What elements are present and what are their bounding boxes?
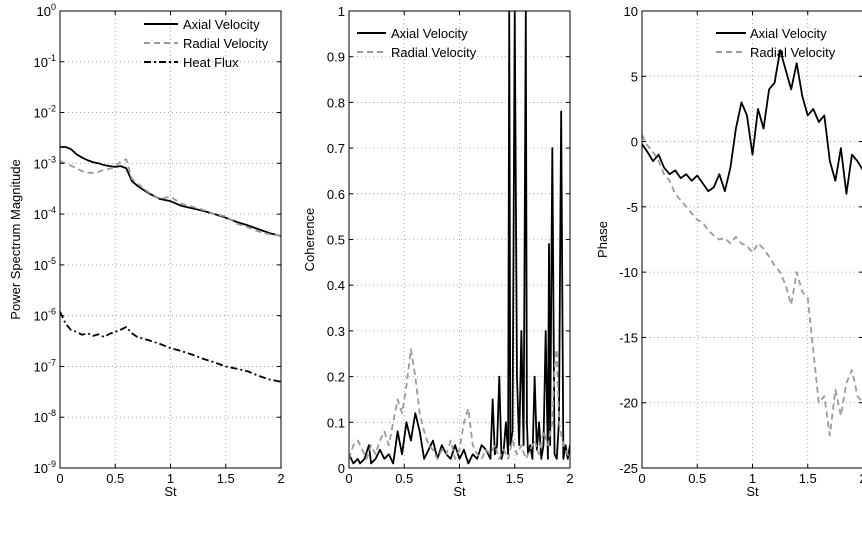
y-tick-label: 0.1 xyxy=(327,415,345,430)
y-tick-label: 10-9 xyxy=(34,459,56,476)
series-group xyxy=(642,49,862,437)
y-tick-exponent: 0 xyxy=(51,2,56,12)
y-tick-exponent: -9 xyxy=(48,459,56,469)
y-tick-label: -5 xyxy=(626,200,638,215)
y-tick-label: 10-1 xyxy=(34,53,56,70)
y-axis-label: Power Spectrum Magnitude xyxy=(8,159,23,319)
series-line-2 xyxy=(60,311,281,383)
series-line-1 xyxy=(642,134,862,437)
y-tick-base: 10 xyxy=(34,207,48,222)
legend-label: Radial Velocity xyxy=(391,45,477,60)
y-tick-label: 10 xyxy=(624,4,638,19)
y-tick-label: 0.9 xyxy=(327,50,345,65)
y-tick-exponent: -1 xyxy=(48,53,56,63)
power-spectrum-panel: 0 0.5 1 1.5 210-910-810-710-610-510-410-310-… xyxy=(8,2,285,499)
y-tick-label: 0.4 xyxy=(327,278,345,293)
y-axis-label: Coherence xyxy=(302,208,317,272)
y-tick-label: 1 xyxy=(338,4,345,19)
legend-label: Axial Velocity xyxy=(750,26,827,41)
y-tick-exponent: -4 xyxy=(48,205,56,215)
y-tick-exponent: -3 xyxy=(48,154,56,164)
x-tick-label: 2 xyxy=(566,471,573,486)
x-tick-label: 1.5 xyxy=(799,471,817,486)
y-tick-base: 10 xyxy=(34,309,48,324)
y-tick-base: 10 xyxy=(34,258,48,273)
series-line-0 xyxy=(642,49,862,195)
y-tick-label: -25 xyxy=(619,461,638,476)
legend-label: Heat Flux xyxy=(183,55,239,70)
x-tick-label: 1 xyxy=(456,471,463,486)
y-tick-label: 0.7 xyxy=(327,141,345,156)
x-tick-label: 1 xyxy=(749,471,756,486)
series-group xyxy=(60,146,281,383)
y-tick-label: 0.3 xyxy=(327,324,345,339)
y-tick-label: -15 xyxy=(619,330,638,345)
x-tick-label: 2 xyxy=(277,471,284,486)
x-tick-label: 1 xyxy=(167,471,174,486)
series-line-0 xyxy=(349,11,570,465)
y-tick-base: 10 xyxy=(34,156,48,171)
x-tick-label: 2 xyxy=(859,471,862,486)
y-tick-exponent: -2 xyxy=(48,104,56,114)
y-tick-label: 10-2 xyxy=(34,104,56,121)
x-axis-label: St xyxy=(746,484,759,499)
legend-label: Axial Velocity xyxy=(391,26,468,41)
y-tick-label: 100 xyxy=(37,2,56,19)
legend-label: Axial Velocity xyxy=(183,17,260,32)
y-tick-base: 10 xyxy=(37,4,51,19)
legend-label: Radial Velocity xyxy=(750,45,836,60)
legend-label: Radial Velocity xyxy=(183,36,269,51)
y-tick-label: 10-6 xyxy=(34,307,56,324)
y-tick-label: 0 xyxy=(631,135,638,150)
y-tick-exponent: -6 xyxy=(48,307,56,317)
x-tick-label: 0 xyxy=(345,471,352,486)
y-tick-exponent: -5 xyxy=(48,256,56,266)
x-axis-label: St xyxy=(164,484,177,499)
y-tick-label: 0.5 xyxy=(327,233,345,248)
y-tick-label: 10-3 xyxy=(34,154,56,171)
y-tick-exponent: -7 xyxy=(48,357,56,367)
x-tick-label: 0 xyxy=(638,471,645,486)
y-tick-label: 10-5 xyxy=(34,256,56,273)
y-tick-label: 0.8 xyxy=(327,95,345,110)
y-tick-base: 10 xyxy=(34,461,48,476)
x-tick-label: 1.5 xyxy=(217,471,235,486)
y-tick-label: 0 xyxy=(338,461,345,476)
x-tick-label: 0 xyxy=(56,471,63,486)
y-tick-label: 10-4 xyxy=(34,205,56,222)
y-tick-label: -10 xyxy=(619,265,638,280)
y-tick-label: -20 xyxy=(619,396,638,411)
y-tick-base: 10 xyxy=(34,55,48,70)
y-tick-base: 10 xyxy=(34,359,48,374)
x-tick-label: 1.5 xyxy=(506,471,524,486)
y-tick-base: 10 xyxy=(34,410,48,425)
series-group xyxy=(349,11,570,465)
phase-panel: 0 0.5 1 1.5 2 -25 -20 -15 -10 -5 0 5 10 St Phase Axial … xyxy=(595,4,862,499)
x-axis-label: St xyxy=(453,484,466,499)
coherence-panel: 0 0.5 1 1.5 200.10.20.30.40.50.60.70.80.91St… xyxy=(302,4,574,499)
plot-area xyxy=(642,11,862,468)
y-tick-label: 0.6 xyxy=(327,187,345,202)
series-line-1 xyxy=(60,158,281,237)
x-tick-label: 0.5 xyxy=(395,471,413,486)
y-tick-label: 0.2 xyxy=(327,370,345,385)
y-tick-base: 10 xyxy=(34,106,48,121)
y-tick-exponent: -8 xyxy=(48,408,56,418)
y-tick-label: 10-8 xyxy=(34,408,56,425)
x-tick-label: 0.5 xyxy=(688,471,706,486)
y-tick-label: 5 xyxy=(631,69,638,84)
x-tick-label: 0.5 xyxy=(106,471,124,486)
y-tick-label: 10-7 xyxy=(34,357,56,374)
y-axis-label: Phase xyxy=(595,221,610,258)
